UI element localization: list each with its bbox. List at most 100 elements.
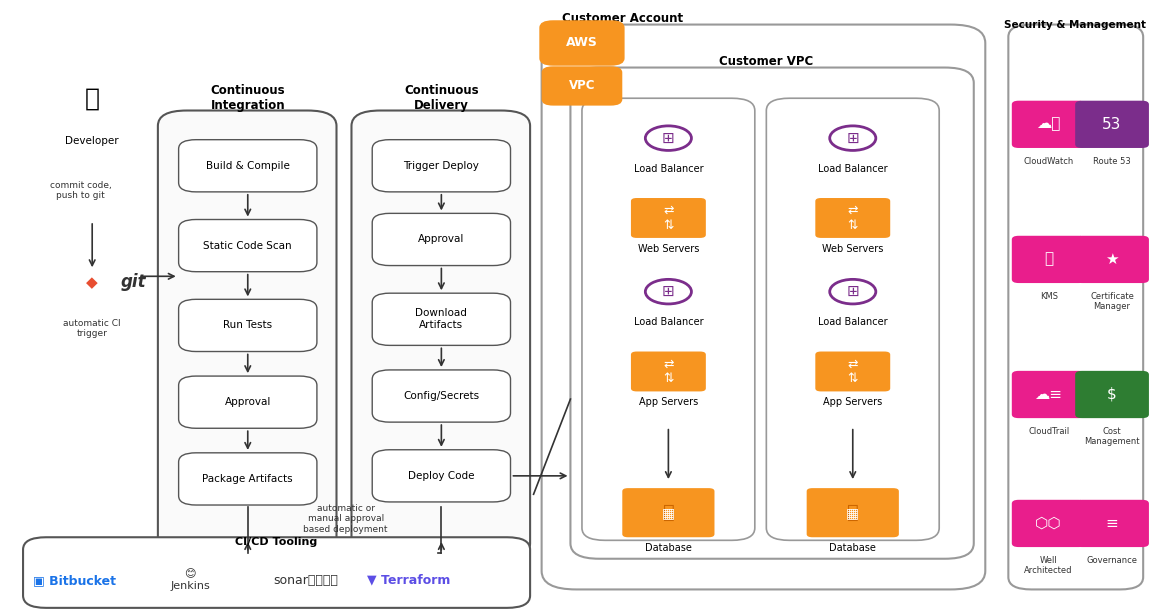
Text: Continuous
Integration: Continuous Integration — [211, 84, 285, 112]
Text: KMS: KMS — [1040, 292, 1057, 301]
FancyBboxPatch shape — [540, 20, 625, 66]
Text: ▦: ▦ — [847, 506, 859, 519]
Text: Static Code Scan: Static Code Scan — [204, 241, 292, 251]
FancyBboxPatch shape — [179, 140, 316, 192]
Text: Config/Secrets: Config/Secrets — [404, 391, 479, 401]
Text: CI/CD Tooling: CI/CD Tooling — [235, 537, 317, 546]
Text: Cost
Management: Cost Management — [1084, 427, 1140, 446]
FancyBboxPatch shape — [815, 198, 890, 238]
Text: CloudWatch: CloudWatch — [1023, 157, 1073, 166]
Text: Trigger Deploy: Trigger Deploy — [404, 161, 479, 171]
Text: Package Artifacts: Package Artifacts — [202, 474, 293, 484]
Text: ⇄
⇅: ⇄ ⇅ — [663, 357, 673, 386]
FancyBboxPatch shape — [622, 488, 714, 537]
FancyBboxPatch shape — [179, 453, 316, 505]
FancyBboxPatch shape — [1075, 500, 1149, 547]
Text: Database: Database — [645, 543, 692, 553]
FancyBboxPatch shape — [542, 66, 622, 106]
Text: automatic or
manual approval
based deployment: automatic or manual approval based deplo… — [304, 504, 388, 534]
FancyBboxPatch shape — [1012, 371, 1085, 418]
Text: CloudTrail: CloudTrail — [1028, 427, 1069, 436]
Text: Load Balancer: Load Balancer — [818, 317, 887, 327]
FancyBboxPatch shape — [815, 351, 890, 392]
Text: $: $ — [1107, 387, 1116, 402]
Text: Build & Compile: Build & Compile — [206, 161, 290, 171]
FancyBboxPatch shape — [542, 25, 985, 589]
FancyBboxPatch shape — [1075, 371, 1149, 418]
Text: ⊞: ⊞ — [662, 131, 675, 146]
Text: Governance: Governance — [1086, 556, 1137, 565]
Text: Customer VPC: Customer VPC — [719, 55, 813, 68]
Text: ☁≡: ☁≡ — [1035, 387, 1063, 402]
Text: ☁🔍: ☁🔍 — [1036, 117, 1061, 131]
Text: 🔑: 🔑 — [1044, 252, 1054, 266]
Text: Customer Account: Customer Account — [562, 12, 683, 25]
Text: ⊞: ⊞ — [847, 131, 859, 146]
Text: Web Servers: Web Servers — [822, 244, 884, 254]
FancyBboxPatch shape — [766, 98, 940, 540]
FancyBboxPatch shape — [632, 198, 706, 238]
FancyBboxPatch shape — [632, 351, 706, 392]
FancyBboxPatch shape — [23, 537, 530, 608]
Text: ◆: ◆ — [86, 275, 98, 290]
FancyBboxPatch shape — [1012, 101, 1085, 148]
FancyBboxPatch shape — [351, 111, 530, 559]
Text: App Servers: App Servers — [638, 397, 698, 407]
FancyBboxPatch shape — [179, 376, 316, 429]
Text: commit code,
push to git: commit code, push to git — [50, 181, 112, 200]
Text: ⇄
⇅: ⇄ ⇅ — [848, 204, 858, 232]
Circle shape — [829, 126, 876, 150]
Text: ▼ Terraform: ▼ Terraform — [368, 573, 451, 587]
Text: VPC: VPC — [569, 79, 595, 93]
FancyBboxPatch shape — [372, 370, 511, 422]
Text: ⬛: ⬛ — [663, 503, 675, 522]
Text: Download
Artifacts: Download Artifacts — [415, 308, 468, 330]
Text: Security & Management: Security & Management — [1004, 20, 1147, 29]
Circle shape — [645, 279, 692, 304]
Text: Continuous
Delivery: Continuous Delivery — [404, 84, 479, 112]
FancyBboxPatch shape — [372, 140, 511, 192]
FancyBboxPatch shape — [807, 488, 899, 537]
Text: ⊞: ⊞ — [847, 284, 859, 299]
Text: AWS: AWS — [566, 36, 598, 50]
Text: ▦: ▦ — [662, 506, 675, 519]
FancyBboxPatch shape — [1012, 236, 1085, 283]
FancyBboxPatch shape — [158, 111, 336, 559]
Text: Load Balancer: Load Balancer — [634, 164, 704, 174]
FancyBboxPatch shape — [1075, 236, 1149, 283]
Text: Approval: Approval — [419, 235, 464, 244]
Text: Load Balancer: Load Balancer — [818, 164, 887, 174]
Text: automatic CI
trigger: automatic CI trigger — [63, 319, 121, 338]
Text: 😊
Jenkins: 😊 Jenkins — [170, 569, 211, 591]
Circle shape — [829, 279, 876, 304]
Text: Well
Architected: Well Architected — [1025, 556, 1073, 575]
FancyBboxPatch shape — [570, 68, 973, 559]
Text: ⊞: ⊞ — [662, 284, 675, 299]
Text: 53: 53 — [1103, 117, 1122, 131]
Text: ⇄
⇅: ⇄ ⇅ — [848, 357, 858, 386]
FancyBboxPatch shape — [372, 449, 511, 502]
Text: ≡: ≡ — [1106, 516, 1119, 530]
Text: ★: ★ — [1105, 252, 1119, 266]
FancyBboxPatch shape — [1075, 101, 1149, 148]
Circle shape — [645, 126, 692, 150]
Text: git: git — [121, 273, 147, 292]
Text: Approval: Approval — [224, 397, 271, 407]
FancyBboxPatch shape — [582, 98, 755, 540]
FancyBboxPatch shape — [1008, 25, 1143, 589]
FancyBboxPatch shape — [372, 293, 511, 345]
FancyBboxPatch shape — [179, 220, 316, 271]
Text: Route 53: Route 53 — [1093, 157, 1130, 166]
Text: Developer: Developer — [65, 136, 119, 146]
Text: ▣ Bitbucket: ▣ Bitbucket — [34, 573, 116, 587]
Text: Database: Database — [829, 543, 876, 553]
Text: ⬡⬡: ⬡⬡ — [1035, 516, 1062, 530]
Text: Load Balancer: Load Balancer — [634, 317, 704, 327]
Text: App Servers: App Servers — [823, 397, 883, 407]
FancyBboxPatch shape — [372, 214, 511, 266]
Text: ⬛: ⬛ — [847, 503, 858, 522]
Text: Web Servers: Web Servers — [637, 244, 699, 254]
Text: Run Tests: Run Tests — [223, 321, 272, 330]
Text: sonar𝘲𝘶𝘣𝘦: sonar𝘲𝘶𝘣𝘦 — [273, 573, 337, 587]
Text: 👥: 👥 — [85, 86, 100, 111]
